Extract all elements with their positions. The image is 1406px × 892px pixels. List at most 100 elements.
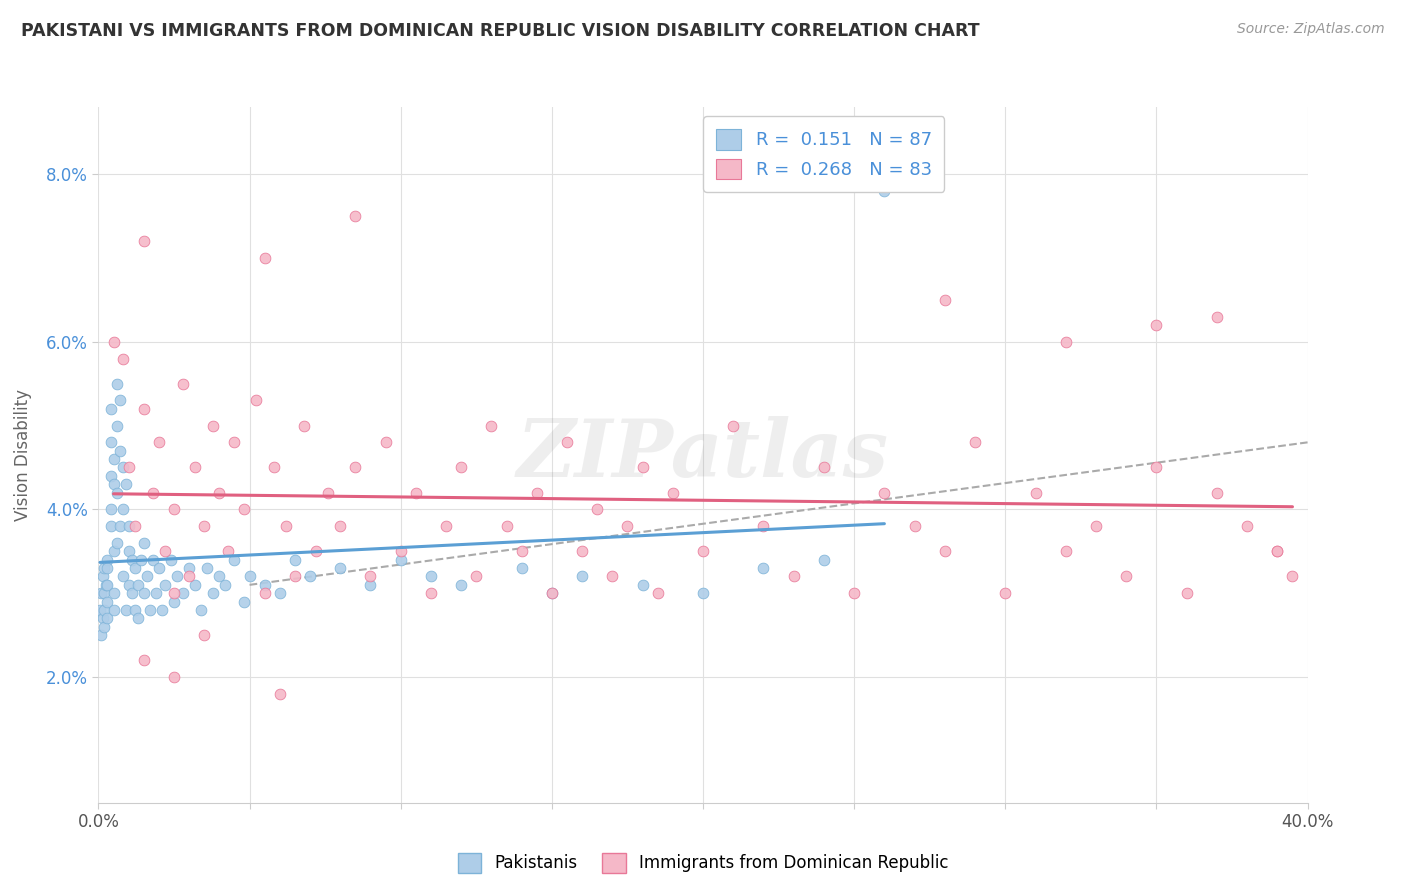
Point: [202, 586, 225, 600]
Point: [124, 519, 146, 533]
Point: [100, 401, 122, 416]
Point: [723, 418, 745, 433]
Point: [208, 485, 231, 500]
Point: [139, 603, 162, 617]
Point: [217, 544, 239, 558]
Point: [163, 594, 186, 608]
Point: [555, 435, 578, 450]
Point: [586, 502, 609, 516]
Point: [105, 485, 128, 500]
Point: [269, 586, 291, 600]
Point: [190, 603, 212, 617]
Point: [274, 519, 297, 533]
Point: [510, 544, 533, 558]
Point: [360, 569, 382, 583]
Point: [193, 628, 215, 642]
Point: [844, 586, 866, 600]
Point: [100, 468, 122, 483]
Point: [172, 586, 194, 600]
Point: [108, 519, 131, 533]
Point: [239, 569, 262, 583]
Point: [389, 544, 412, 558]
Point: [616, 519, 638, 533]
Point: [108, 443, 131, 458]
Point: [100, 435, 122, 450]
Point: [127, 578, 149, 592]
Point: [96, 578, 118, 592]
Point: [202, 418, 225, 433]
Point: [450, 460, 472, 475]
Point: [160, 552, 183, 566]
Point: [420, 569, 443, 583]
Point: [1267, 544, 1289, 558]
Point: [166, 569, 188, 583]
Point: [145, 586, 167, 600]
Point: [1144, 318, 1167, 332]
Point: [148, 561, 170, 575]
Point: [526, 485, 548, 500]
Point: [253, 251, 276, 265]
Point: [934, 293, 956, 307]
Point: [813, 552, 835, 566]
Point: [100, 502, 122, 516]
Point: [450, 578, 472, 592]
Point: [631, 578, 654, 592]
Point: [813, 460, 835, 475]
Point: [111, 569, 134, 583]
Point: [661, 485, 683, 500]
Point: [96, 611, 118, 625]
Point: [1236, 519, 1258, 533]
Point: [96, 552, 118, 566]
Point: [93, 561, 115, 575]
Point: [245, 393, 267, 408]
Point: [93, 620, 115, 634]
Point: [163, 586, 186, 600]
Point: [752, 519, 775, 533]
Point: [121, 586, 143, 600]
Point: [118, 519, 141, 533]
Text: PAKISTANI VS IMMIGRANTS FROM DOMINICAN REPUBLIC VISION DISABILITY CORRELATION CH: PAKISTANI VS IMMIGRANTS FROM DOMINICAN R…: [21, 22, 980, 40]
Point: [93, 603, 115, 617]
Point: [253, 578, 276, 592]
Point: [1144, 460, 1167, 475]
Point: [103, 452, 125, 467]
Point: [253, 586, 276, 600]
Point: [465, 569, 488, 583]
Point: [481, 418, 503, 433]
Point: [1054, 334, 1077, 349]
Point: [103, 586, 125, 600]
Point: [1206, 310, 1229, 324]
Point: [1206, 485, 1229, 500]
Point: [305, 544, 328, 558]
Point: [111, 460, 134, 475]
Point: [132, 653, 155, 667]
Point: [184, 460, 207, 475]
Point: [344, 209, 367, 223]
Point: [208, 569, 231, 583]
Point: [692, 586, 714, 600]
Point: [132, 234, 155, 248]
Text: Source: ZipAtlas.com: Source: ZipAtlas.com: [1237, 22, 1385, 37]
Point: [1175, 586, 1198, 600]
Point: [150, 603, 173, 617]
Point: [329, 519, 352, 533]
Point: [540, 586, 562, 600]
Point: [232, 594, 254, 608]
Point: [224, 552, 246, 566]
Point: [105, 376, 128, 391]
Point: [90, 628, 112, 642]
Point: [103, 544, 125, 558]
Point: [193, 519, 215, 533]
Point: [752, 561, 775, 575]
Point: [111, 351, 134, 366]
Point: [420, 586, 443, 600]
Point: [179, 561, 201, 575]
Point: [316, 485, 339, 500]
Point: [118, 460, 141, 475]
Point: [292, 418, 315, 433]
Point: [105, 418, 128, 433]
Point: [214, 578, 236, 592]
Point: [344, 460, 367, 475]
Point: [360, 578, 382, 592]
Point: [873, 485, 896, 500]
